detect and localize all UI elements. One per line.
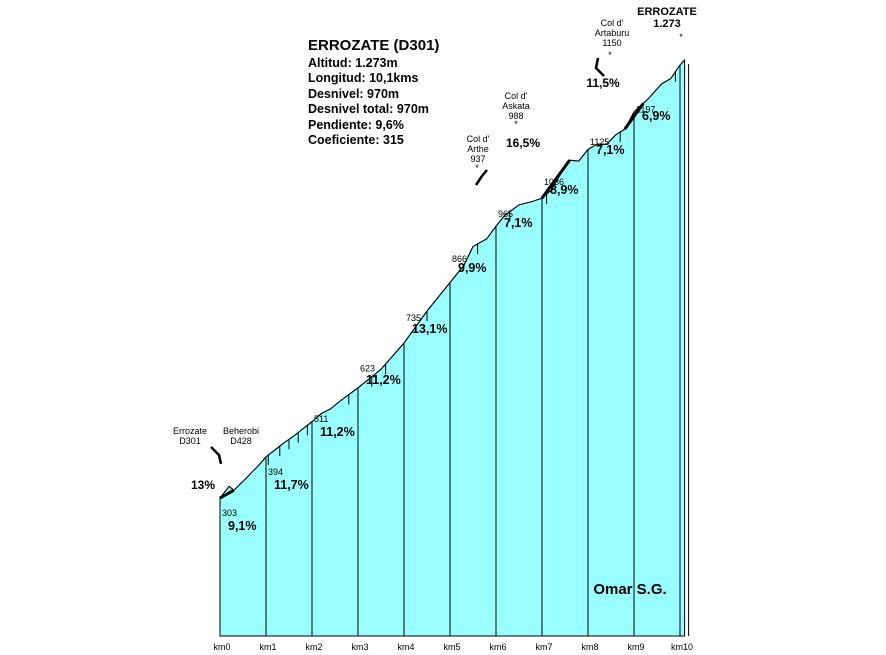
km-tick-label: km6: [489, 642, 506, 652]
pass-label: D301: [179, 436, 201, 446]
segment-start-altitude: 735: [406, 313, 421, 323]
pass-label: Col d': [601, 18, 624, 28]
profile-ticks: [267, 71, 676, 466]
segment-gradient: 7,1%: [504, 216, 533, 230]
pass-label: Askata: [502, 101, 530, 111]
pass-label: 988: [508, 111, 523, 121]
pass-label: 937: [470, 154, 485, 164]
km-tick-label: km1: [259, 642, 276, 652]
asterisk-icon: *: [679, 32, 683, 42]
segment-gradient: 8,9%: [550, 183, 579, 197]
steep-ramp-label: 16,5%: [506, 136, 540, 150]
profile-line: [219, 59, 685, 499]
km-gridlines: [219, 64, 690, 636]
pass-label: Beherobi: [223, 426, 259, 436]
pass-label: Arthe: [467, 144, 489, 154]
segment-gradient: 9,9%: [458, 261, 487, 275]
pass-label: Col d': [505, 91, 528, 101]
pass-label: Artaburu: [595, 28, 630, 38]
info-total-gain: Desnivel total: 970m: [308, 102, 429, 117]
chart-labels: km0 km1 km2 km3 km4 km5 km6 km7 km8 km9 km10 13% 16,…: [173, 6, 697, 652]
steep-ramp-line: [623, 102, 645, 130]
asterisk-icon: *: [514, 119, 518, 129]
steep-ramp-label: 11,5%: [586, 76, 620, 90]
segment-gradient: 11,2%: [320, 425, 355, 439]
segment-gradient: 9,1%: [228, 519, 257, 533]
steep-ramps: [219, 102, 645, 500]
info-elevation-gain: Desnivel: 970m: [308, 86, 400, 101]
km-tick-label: km7: [535, 642, 552, 652]
segment-start-altitude: 866: [452, 254, 467, 264]
asterisk-icon: *: [608, 50, 612, 60]
segment-gradient: 13,1%: [412, 322, 447, 336]
km-tick-label: km5: [443, 642, 460, 652]
km-tick-label: km9: [627, 642, 644, 652]
pass-pointer-icon: [210, 446, 223, 465]
pass-markers: * * * *: [210, 32, 683, 465]
segment-start-altitude: 623: [360, 364, 375, 374]
segment-start-altitude: 1197: [636, 104, 655, 114]
info-altitude: Altitud: 1.273m: [308, 56, 398, 70]
km-tick-label: km2: [305, 642, 322, 652]
segment-start-altitude: 394: [268, 467, 283, 477]
pass-label: Col d': [467, 134, 490, 144]
km-tick-label: km0: [213, 642, 230, 652]
segment-start-altitude: 511: [314, 414, 328, 424]
author-credit: Omar S.G.: [593, 581, 666, 598]
segment-gradient: 11,2%: [366, 373, 401, 387]
km-tick-label: km10: [671, 642, 693, 652]
km-tick-label: km4: [397, 642, 414, 652]
pass-pointer-icon: [594, 57, 605, 77]
segment-start-altitude: 303: [222, 508, 237, 518]
segment-gradient: 11,7%: [274, 478, 309, 492]
steep-ramp-label: 13%: [191, 478, 215, 492]
info-coefficient: Coeficiente: 315: [308, 133, 404, 148]
climb-title: ERROZATE (D301): [308, 37, 440, 54]
steep-ramp-line: [540, 159, 571, 200]
segment-start-altitude: 1125: [590, 137, 609, 147]
steep-ramp-line: [219, 489, 235, 500]
segment-start-altitude: 1036: [544, 177, 564, 187]
segment-gradient: 7,1%: [596, 143, 625, 157]
pass-pointer-icon: [474, 169, 488, 186]
asterisk-icon: *: [475, 163, 479, 173]
climb-info: ERROZATE (D301) Altitud: 1.273m Longitud…: [308, 37, 439, 148]
info-length: Longitud: 10,1kms: [308, 71, 419, 86]
info-gradient: Pendiente: 9,6%: [308, 117, 404, 132]
pass-label: 1150: [602, 38, 621, 48]
pass-label: 1.273: [653, 18, 681, 30]
km-tick-label: km8: [581, 642, 598, 652]
km-tick-label: km3: [351, 642, 368, 652]
pass-label: D428: [230, 436, 252, 446]
pass-label: ERROZATE: [637, 6, 697, 18]
pass-label: Errozate: [173, 426, 207, 436]
segment-gradient: 6,9%: [642, 109, 671, 123]
segment-start-altitude: 965: [498, 209, 513, 219]
